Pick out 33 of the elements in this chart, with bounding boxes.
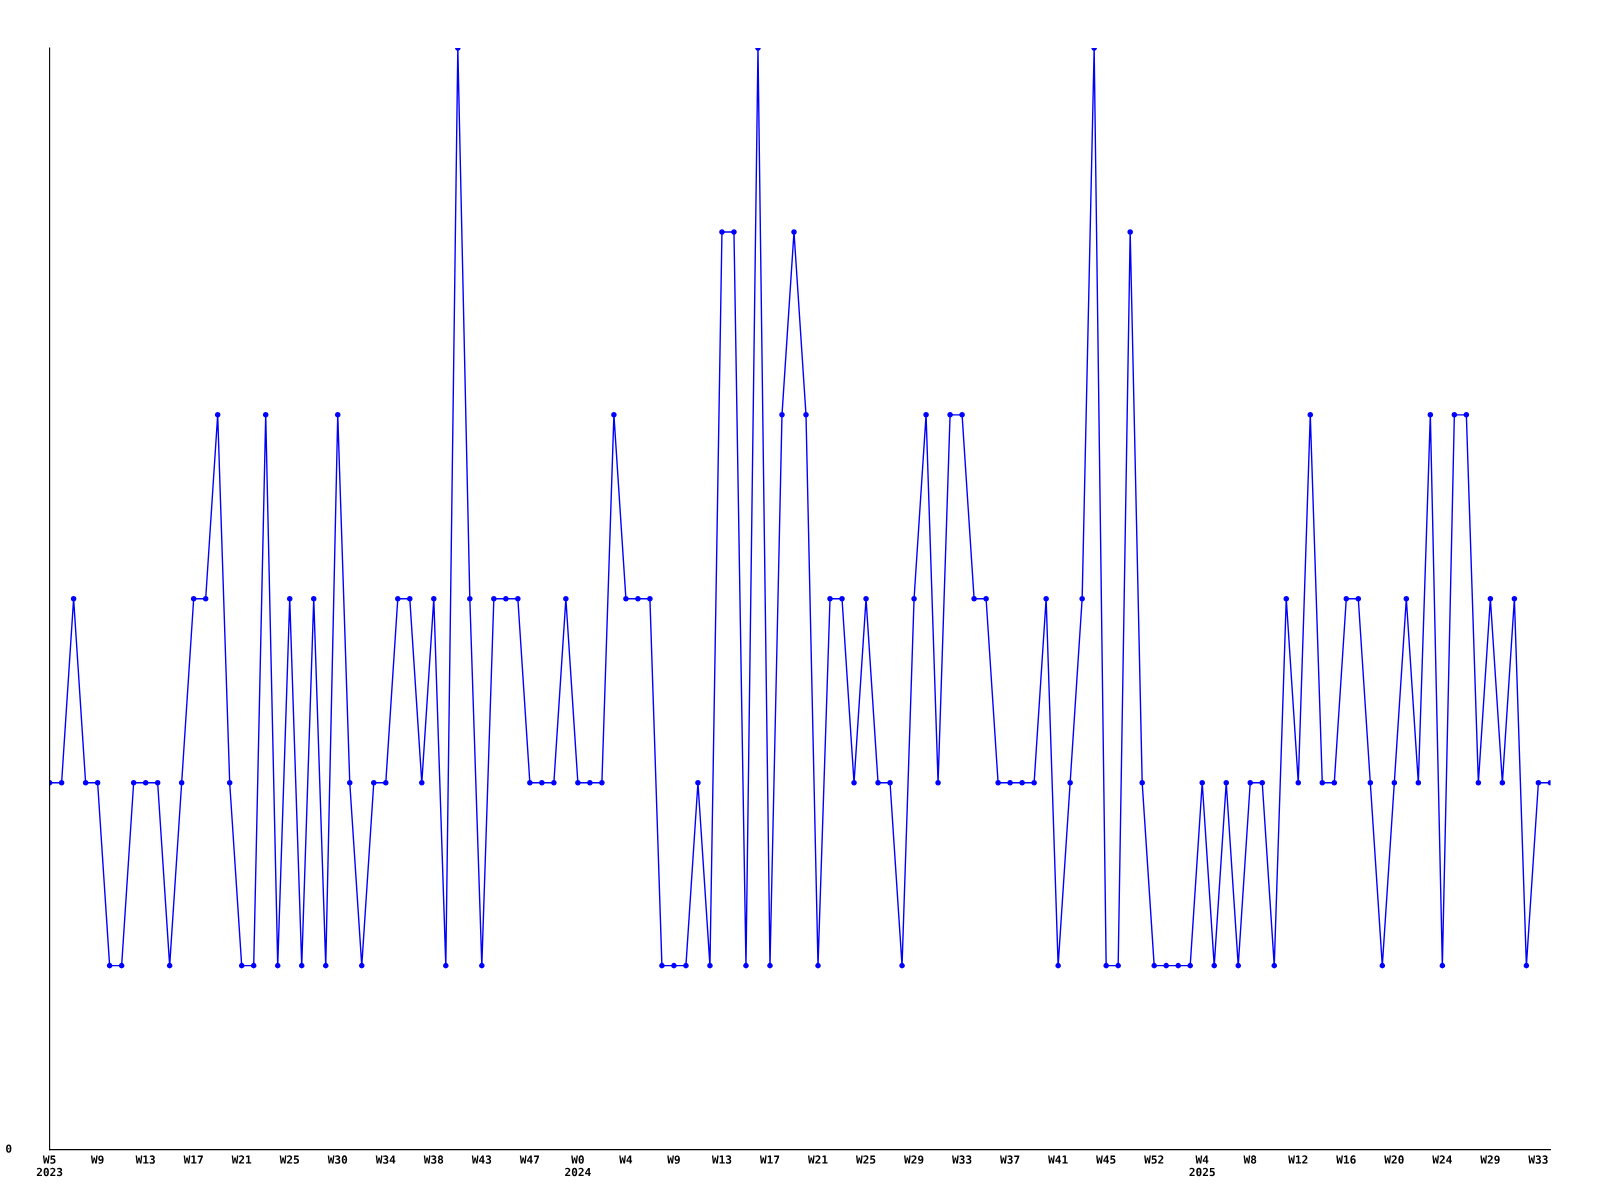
x-tick-label: W43	[471, 1155, 492, 1164]
x-tick-label: W13	[135, 1155, 155, 1164]
x-tick-label: W21	[231, 1155, 252, 1164]
x-tick-label: W25	[856, 1155, 876, 1164]
x-tick-label: W0 2024	[565, 1155, 591, 1177]
x-tick-label: W8	[1243, 1155, 1257, 1164]
x-tick-label: W52	[1144, 1155, 1164, 1164]
x-tick-label: W45	[1096, 1155, 1116, 1164]
text: 0	[6, 1144, 12, 1153]
x-tick-label: W38	[423, 1155, 444, 1164]
x-tick-label: W33	[1528, 1155, 1548, 1164]
x-tick-label: W17	[183, 1155, 203, 1164]
x-tick-label: W25	[279, 1155, 300, 1164]
x-tick-label: W9	[667, 1155, 680, 1164]
x-tick-label: W21	[807, 1155, 828, 1164]
x-tick-label: W20	[1384, 1155, 1404, 1164]
x-tick-label: W29	[904, 1155, 924, 1164]
x-tick-label: W30	[327, 1155, 348, 1164]
x-tick-label: W37	[1000, 1155, 1020, 1164]
x-tick-label: W5 2023	[36, 1155, 63, 1177]
x-tick-label: W34	[375, 1155, 396, 1164]
x-tick-label: W12	[1288, 1155, 1308, 1164]
x-tick-label: W33	[952, 1155, 972, 1164]
x-tick-label: W47	[519, 1155, 540, 1164]
x-tick-label: W4 2025	[1189, 1155, 1215, 1177]
x-tick-label: W17	[759, 1155, 780, 1164]
x-tick-label: W29	[1480, 1155, 1500, 1164]
x-tick-label: W4	[619, 1155, 633, 1164]
x-tick-label: W9	[90, 1155, 104, 1164]
x-tick-label: W13	[711, 1155, 732, 1164]
x-tick-label: W16	[1336, 1155, 1356, 1164]
x-tick-label: W41	[1048, 1155, 1068, 1164]
x-tick-label: W24	[1432, 1155, 1452, 1164]
